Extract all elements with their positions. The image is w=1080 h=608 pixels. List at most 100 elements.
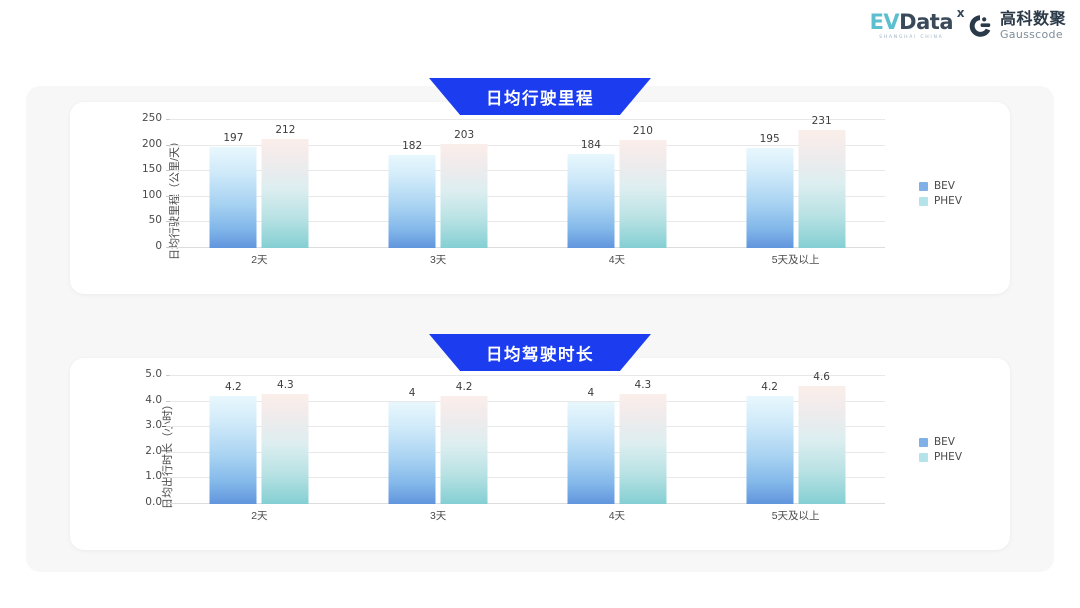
bar-bev[interactable] — [567, 401, 615, 504]
evdata-name-part2: Data — [899, 10, 953, 34]
bar-pair: 195 231 — [746, 115, 846, 248]
axis-tick — [166, 144, 170, 146]
bar-column-phev[interactable]: 203 — [440, 120, 488, 248]
chart-card-daily-mileage: 日均行驶里程（公里/天） 0 50 100 150 200 250 197 212 182 203… — [70, 102, 1010, 294]
bar-phev[interactable] — [619, 393, 667, 504]
plot-region-1: 0 50 100 150 200 250 197 212 182 203 184 210 195 231 — [142, 112, 885, 252]
bar-column-phev[interactable]: 4.3 — [261, 376, 309, 504]
bar-value-label: 4.2 — [761, 381, 778, 394]
bar-group: 195 231 — [706, 115, 885, 248]
bar-column-phev[interactable]: 4.6 — [798, 371, 846, 504]
bar-value-label: 212 — [275, 124, 296, 137]
gridline: 50 — [149, 214, 885, 226]
bar-pair: 4.2 4.3 — [209, 376, 309, 504]
gridline: 2.0 — [145, 445, 885, 457]
logo-group: EVData x SHANGHAI CHINA 高科数聚 Gausscode — [870, 7, 1066, 41]
legend-label: BEV — [933, 180, 955, 192]
axis-tick — [166, 503, 170, 504]
x-tick-label: 2天 — [251, 510, 268, 522]
y-tick-label: 50 — [148, 214, 162, 227]
legend-item-bev[interactable]: BEV — [918, 180, 962, 192]
x-tick-label: 4天 — [608, 510, 626, 522]
evdata-wordmark: EVData x — [870, 7, 965, 34]
bar-bev[interactable] — [746, 148, 794, 248]
bar-column-bev[interactable]: 195 — [746, 120, 794, 248]
bar-column-phev[interactable]: 4.3 — [619, 376, 667, 504]
bar-bev[interactable] — [388, 401, 436, 504]
gridline: 100 — [142, 189, 885, 201]
bar-phev[interactable] — [261, 139, 309, 248]
bar-phev[interactable] — [798, 386, 846, 504]
bar-group: 4.2 4.6 — [706, 371, 885, 504]
bar-phev[interactable] — [261, 393, 309, 504]
legend-label: PHEV — [933, 451, 962, 463]
gridline: 4.0 — [145, 394, 885, 406]
bar-value-label: 4.3 — [634, 378, 652, 391]
bar-value-label: 195 — [759, 133, 780, 146]
bar-column-bev[interactable]: 197 — [209, 120, 257, 248]
bar-phev[interactable] — [440, 396, 488, 504]
bar-phev[interactable] — [619, 140, 667, 248]
legend-swatch-icon — [918, 196, 928, 206]
chart-area-2: 日均出行时长（小时） 0.0 1.0 2.0 3.0 4.0 5.0 4.2 4.3 4 4.2 4… — [70, 358, 1010, 550]
bar-bev[interactable] — [209, 396, 257, 504]
axis-tick — [166, 221, 170, 223]
bar-value-label: 182 — [402, 139, 423, 152]
bar-group: 4 4.2 — [349, 376, 528, 504]
bar-column-phev[interactable]: 231 — [798, 115, 846, 248]
bar-phev[interactable] — [440, 144, 488, 248]
x-tick-label: 4天 — [608, 254, 626, 266]
gausscode-text: 高科数聚 Gausscode — [1000, 11, 1066, 40]
evdata-logo: EVData x SHANGHAI CHINA — [870, 7, 965, 41]
bar-bev[interactable] — [388, 154, 436, 248]
bar-pair: 4.2 4.6 — [746, 371, 846, 504]
legend-item-bev[interactable]: BEV — [918, 436, 962, 448]
y-tick-label: 2.0 — [145, 444, 162, 457]
legend-item-phev[interactable]: PHEV — [918, 451, 962, 463]
legend-1: BEV PHEV — [918, 180, 962, 207]
axis-tick — [166, 400, 170, 402]
bar-column-bev[interactable]: 184 — [567, 120, 615, 248]
bar-group: 182 203 — [349, 120, 528, 248]
bar-column-bev[interactable]: 182 — [388, 120, 436, 248]
bar-group: 184 210 — [528, 120, 707, 248]
axis-tick — [166, 170, 170, 172]
bar-column-phev[interactable]: 210 — [619, 120, 667, 248]
axis-tick — [166, 195, 170, 197]
bar-column-bev[interactable]: 4 — [567, 376, 615, 504]
bar-column-bev[interactable]: 4.2 — [746, 376, 794, 504]
bar-column-bev[interactable]: 4.2 — [209, 376, 257, 504]
y-tick-label: 4.0 — [145, 393, 162, 406]
y-tick-label: 1.0 — [145, 470, 162, 483]
bar-value-label: 197 — [223, 132, 244, 145]
bar-phev[interactable] — [798, 129, 846, 248]
bar-column-phev[interactable]: 212 — [261, 120, 309, 248]
x-tick-label: 2天 — [251, 254, 268, 266]
legend-item-phev[interactable]: PHEV — [918, 195, 962, 207]
bar-group: 197 212 — [170, 120, 349, 248]
bar-bev[interactable] — [746, 396, 794, 504]
bar-column-phev[interactable]: 4.2 — [440, 376, 488, 504]
y-tick-label: 0.0 — [145, 496, 162, 508]
bar-bev[interactable] — [209, 147, 257, 248]
x-axis-line — [170, 503, 885, 504]
bar-value-label: 4.3 — [277, 378, 294, 391]
gausscode-logo: 高科数聚 Gausscode — [967, 11, 1066, 40]
y-tick-label: 5.0 — [145, 368, 162, 380]
gridline: 3.0 — [145, 419, 885, 431]
bar-column-bev[interactable]: 4 — [388, 376, 436, 504]
y-tick-label: 250 — [141, 112, 162, 124]
axis-tick — [166, 451, 170, 453]
x-tick-label: 3天 — [429, 254, 447, 266]
legend-swatch-icon — [918, 452, 928, 462]
bar-value-label: 203 — [454, 129, 475, 142]
axis-tick — [166, 477, 170, 479]
bar-value-label: 4 — [587, 386, 595, 399]
axis-tick — [166, 375, 170, 376]
x-tick-label: 5天及以上 — [771, 254, 820, 266]
bar-value-label: 4.2 — [455, 381, 473, 394]
y-tick-label: 150 — [141, 163, 162, 176]
bar-bev[interactable] — [567, 153, 615, 248]
y-tick-label: 3.0 — [145, 419, 162, 432]
evdata-superscript: x — [956, 6, 965, 20]
